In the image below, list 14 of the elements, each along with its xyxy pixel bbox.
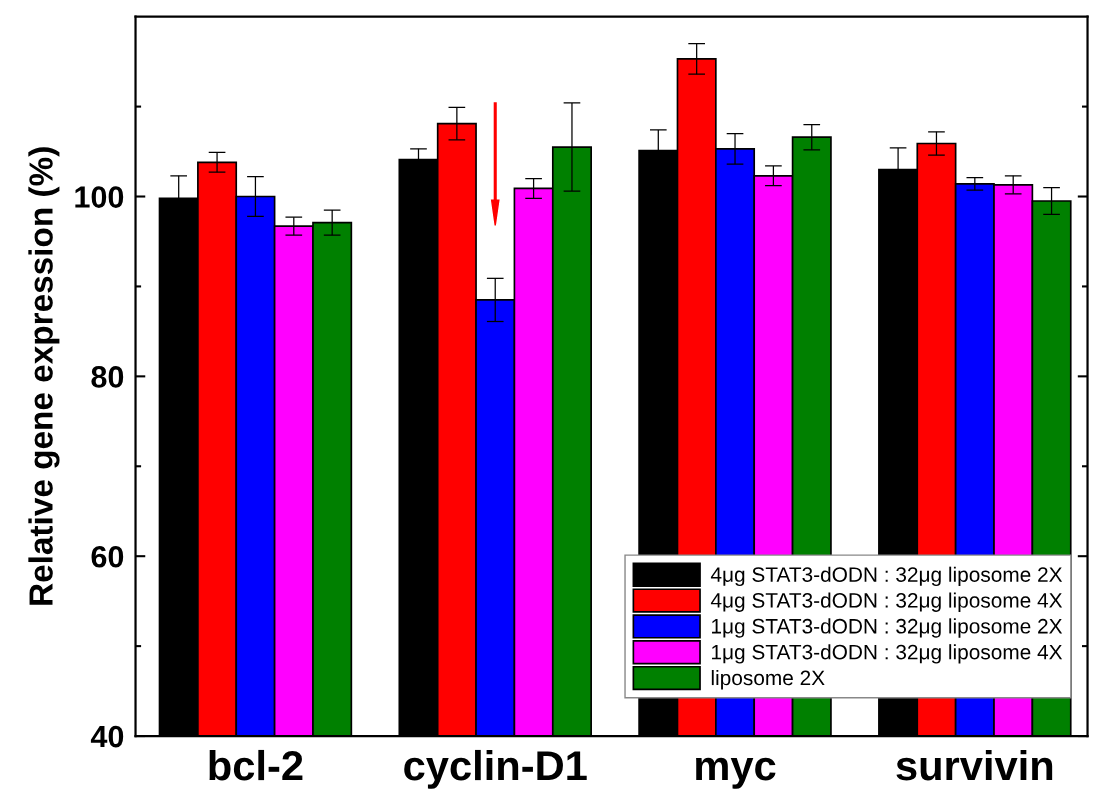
legend-label: 4μg STAT3-dODN : 32μg liposome 4X — [710, 592, 1063, 612]
x-tick-label: bcl-2 — [209, 749, 303, 781]
y-axis-title: Relative gene expression (%) — [28, 147, 60, 605]
legend-label: liposome 2X — [711, 669, 825, 690]
x-tick-label: cyclin-D1 — [404, 749, 587, 789]
legend-label: 1μg STAT3-dODN : 32μg liposome 4X — [712, 644, 1063, 664]
y-tick-label: 40 — [90, 725, 124, 748]
legend-label: 1μg STAT3-dODN : 32μg liposome 2X — [712, 618, 1063, 638]
y-tick-label: 80 — [91, 366, 124, 388]
y-tick-label: 60 — [91, 545, 124, 568]
x-tick-label: survivin — [896, 749, 1053, 781]
x-tick-label: myc — [696, 757, 776, 789]
legend-label: 4μg STAT3-dODN : 32μg liposome 2X — [710, 566, 1063, 587]
y-tick-label: 100 — [75, 186, 124, 208]
